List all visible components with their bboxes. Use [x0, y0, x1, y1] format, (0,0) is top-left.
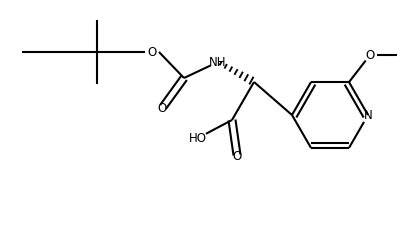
Text: N: N	[363, 109, 371, 121]
Text: O: O	[232, 150, 241, 163]
Text: O: O	[365, 49, 374, 61]
Text: O: O	[147, 45, 156, 59]
Text: O: O	[157, 102, 166, 114]
Text: NH: NH	[209, 55, 226, 69]
Text: HO: HO	[188, 131, 207, 145]
